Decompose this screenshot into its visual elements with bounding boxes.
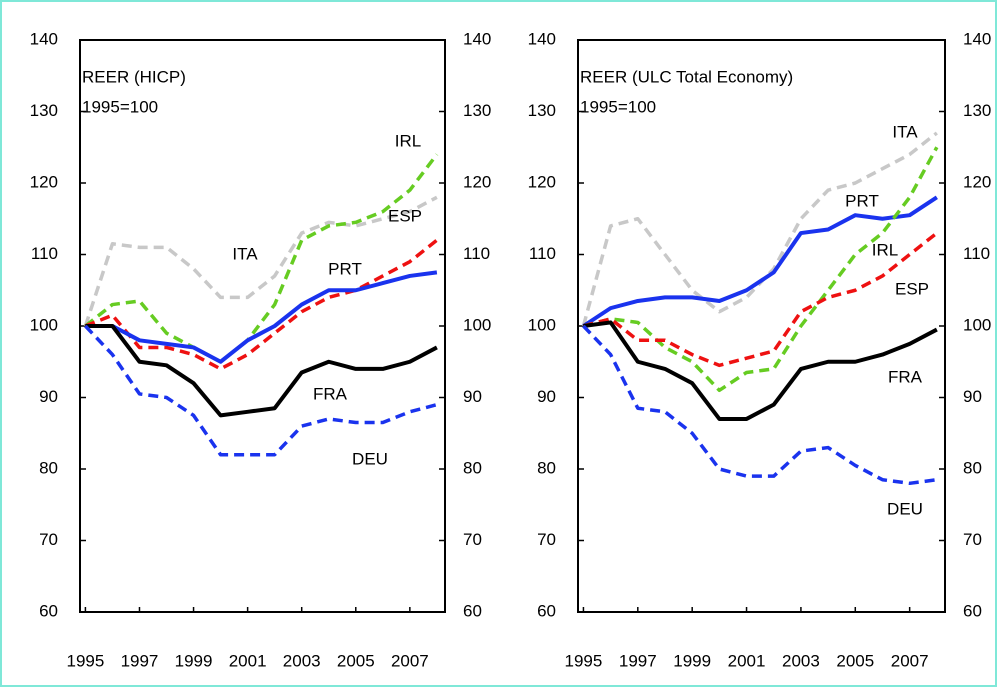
series-label: DEU <box>352 449 388 468</box>
y2-tick-label: 110 <box>963 244 990 263</box>
y-tick-label: 70 <box>537 530 556 549</box>
series-line <box>582 231 938 368</box>
x-tick-label: 2005 <box>836 651 874 670</box>
series-line <box>583 320 938 421</box>
x-tick-label: 1995 <box>66 651 104 670</box>
y2-tick-label: 130 <box>963 101 991 120</box>
series-label: FRA <box>888 367 923 386</box>
series-line <box>84 153 439 364</box>
y2-tick-label: 90 <box>463 387 482 406</box>
series-line <box>582 195 938 328</box>
series-label: IRL <box>395 131 421 150</box>
series-line <box>85 270 438 364</box>
y-tick-label: 90 <box>39 387 58 406</box>
y2-tick-label: 80 <box>463 458 482 477</box>
y-tick-label: 120 <box>30 172 58 191</box>
y-tick-label: 110 <box>31 244 58 263</box>
series-line <box>582 324 938 486</box>
y2-tick-label: 140 <box>963 29 991 48</box>
series-line <box>582 146 939 393</box>
x-tick-label: 2003 <box>782 651 820 670</box>
x-tick-label: 2001 <box>229 651 267 670</box>
x-tick-label: 1995 <box>565 651 603 670</box>
chart-title: REER (HICP) <box>82 67 186 86</box>
x-tick-label: 2001 <box>728 651 766 670</box>
series-line <box>84 238 438 371</box>
y-tick-label: 140 <box>30 29 58 48</box>
y2-tick-label: 100 <box>963 315 991 334</box>
x-tick-label: 2005 <box>337 651 375 670</box>
y-tick-label: 140 <box>528 29 556 48</box>
x-tick-label: 1997 <box>121 651 159 670</box>
y2-tick-label: 140 <box>463 29 491 48</box>
x-tick-label: 1999 <box>673 651 711 670</box>
series-label: IRL <box>872 240 898 259</box>
y-tick-label: 130 <box>528 101 556 120</box>
y-tick-label: 130 <box>30 101 58 120</box>
series-label: ITA <box>892 122 918 141</box>
series-label: FRA <box>313 384 348 403</box>
chart-subtitle: 1995=100 <box>82 97 158 116</box>
x-tick-label: 2003 <box>283 651 321 670</box>
series-label: ITA <box>232 244 258 263</box>
series-label: ESP <box>895 279 929 298</box>
x-tick-label: 1999 <box>175 651 213 670</box>
y2-tick-label: 100 <box>463 315 491 334</box>
y-tick-label: 60 <box>39 601 58 620</box>
y2-tick-label: 120 <box>963 172 991 191</box>
y-tick-label: 60 <box>537 601 556 620</box>
y2-tick-label: 60 <box>963 601 982 620</box>
y2-tick-label: 70 <box>963 530 982 549</box>
y2-tick-label: 110 <box>463 244 490 263</box>
y-tick-label: 120 <box>528 172 556 191</box>
series-label: ESP <box>388 206 422 225</box>
y-tick-label: 100 <box>30 315 58 334</box>
series-line <box>85 324 438 418</box>
x-tick-label: 1997 <box>619 651 657 670</box>
y2-tick-label: 90 <box>963 387 982 406</box>
x-tick-label: 2007 <box>891 651 929 670</box>
y2-tick-label: 70 <box>463 530 482 549</box>
y2-tick-label: 60 <box>463 601 482 620</box>
y-tick-label: 110 <box>529 244 556 263</box>
y-tick-label: 80 <box>39 458 58 477</box>
series-line <box>83 195 438 327</box>
series-label: PRT <box>328 259 362 278</box>
y-tick-label: 100 <box>528 315 556 334</box>
y-tick-label: 80 <box>537 458 556 477</box>
chart-title: REER (ULC Total Economy) <box>580 67 793 86</box>
y2-tick-label: 80 <box>963 458 982 477</box>
series-label: DEU <box>887 499 923 518</box>
y-tick-label: 90 <box>537 387 556 406</box>
y2-tick-label: 120 <box>463 172 491 191</box>
chart-subtitle: 1995=100 <box>580 97 656 116</box>
series-label: PRT <box>845 191 879 210</box>
y2-tick-label: 130 <box>463 101 491 120</box>
y-tick-label: 70 <box>39 530 58 549</box>
x-tick-label: 2007 <box>391 651 429 670</box>
